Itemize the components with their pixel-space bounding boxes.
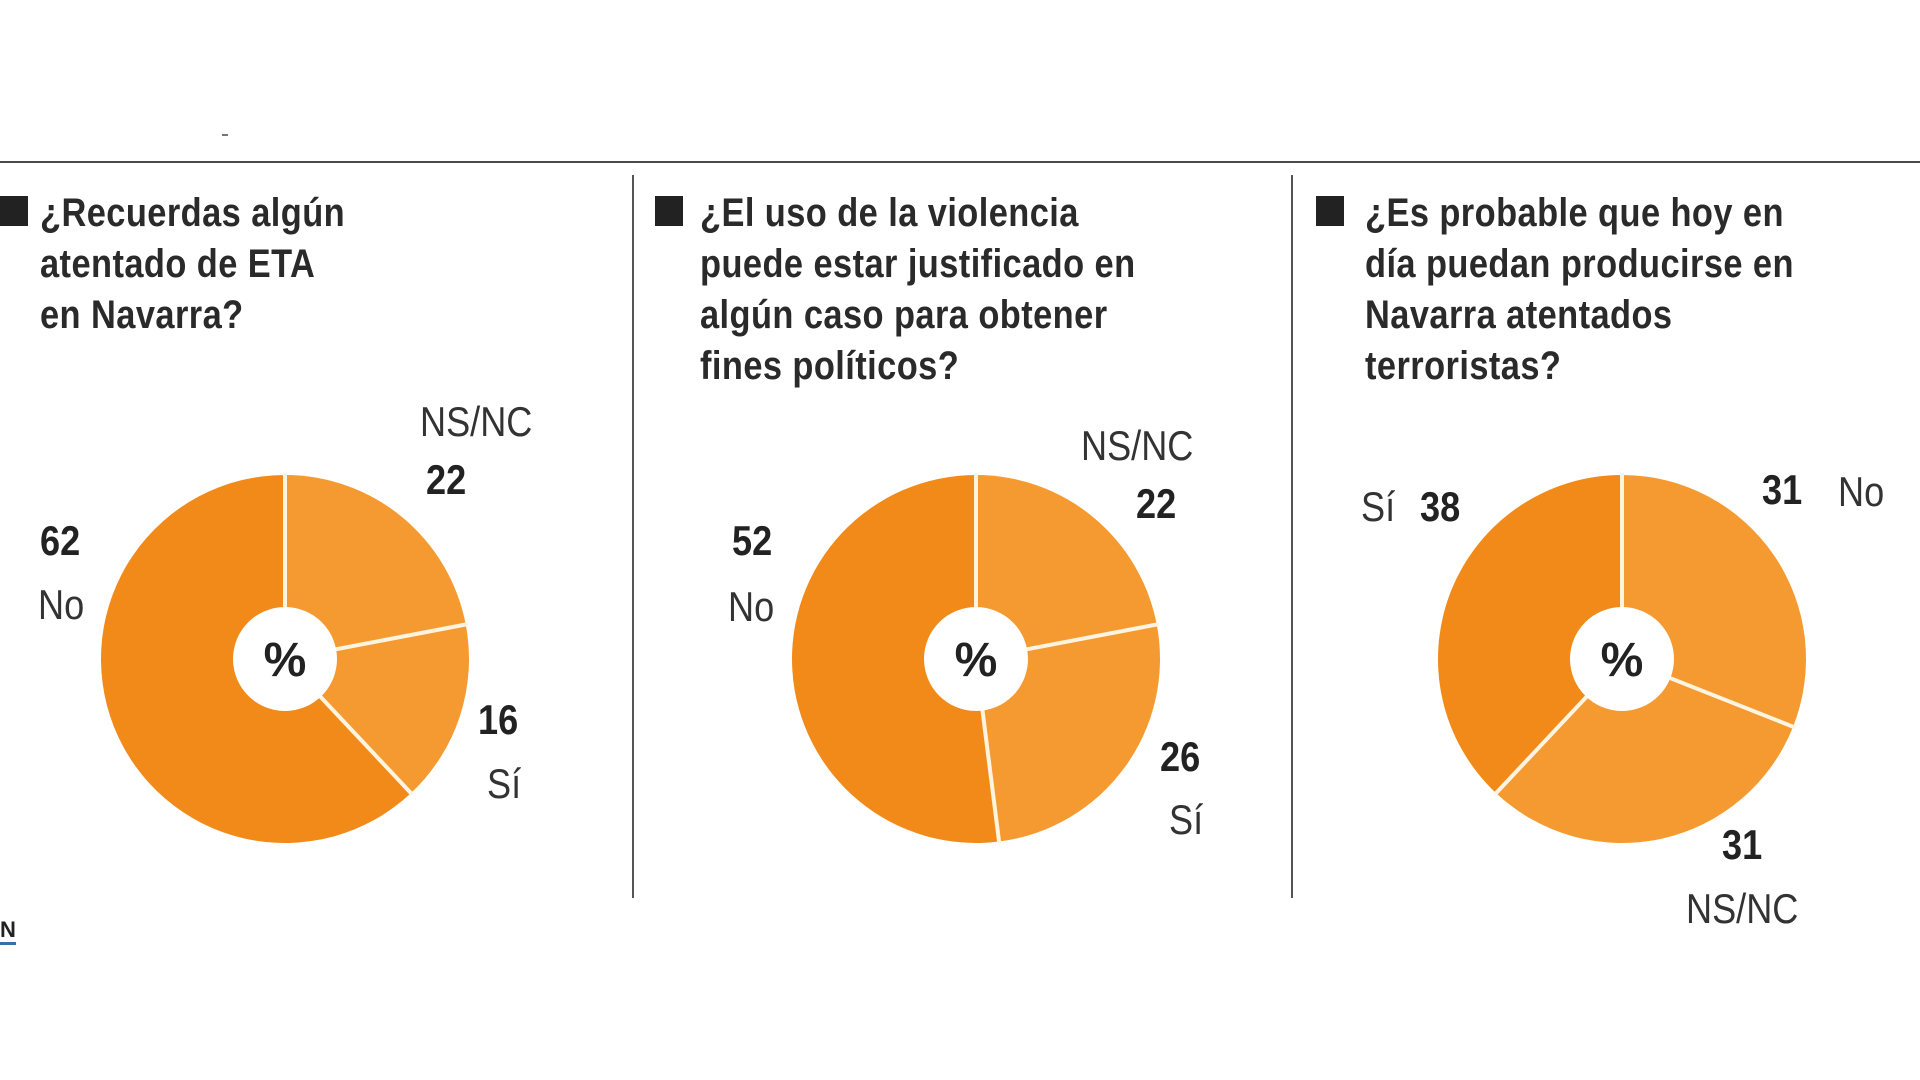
tick-mark [222,134,228,136]
title-line: ¿El uso de la violencia [700,191,1079,235]
slice-label: NS/NC [420,398,533,445]
slice-label: NS/NC [1686,885,1799,932]
pie-center-hole [233,607,337,711]
slice-label: No [1838,468,1885,515]
title-line: ¿Es probable que hoy en [1365,191,1784,235]
slice-value: 31 [1762,466,1803,513]
slice-label: Sí [1361,483,1396,530]
bullet-square [1316,196,1344,226]
panel-divider [1291,175,1293,898]
slice-label: NS/NC [1081,422,1194,469]
slice-value: 22 [1136,480,1177,527]
slice-label: Sí [487,760,522,807]
title-line: atentado de ETA [40,242,316,286]
title-line: terroristas? [1365,344,1562,388]
pie-slice-s [1438,475,1622,794]
title-line: algún caso para obtener [700,293,1108,337]
publisher-logo: N [0,918,16,945]
pie-slice-nsnc [976,475,1157,659]
slice-value: 26 [1160,733,1201,780]
pie-slice-no [792,475,1000,843]
slice-value: 22 [426,456,467,503]
pie-center-hole [1570,607,1674,711]
title-line: día puedan producirse en [1365,242,1794,286]
slice-label: Sí [1169,796,1204,843]
chart-title-3: ¿Es probable que hoy en día puedan produ… [1365,188,1794,392]
chart-title-1: ¿Recuerdas algún atentado de ETA en Nava… [40,188,345,341]
slice-value: 16 [478,696,519,743]
title-line: ¿Recuerdas algún [40,191,346,235]
title-line: en Navarra? [40,293,244,337]
slice-value: 38 [1420,483,1461,530]
bullet-square [0,196,28,226]
pie-center-label: % [1601,634,1644,687]
chart-title-2: ¿El uso de la violencia puede estar just… [700,188,1136,392]
bullet-square [655,196,683,226]
pie-center-label: % [955,634,998,687]
slice-label: No [728,583,775,630]
slice-value: 62 [40,517,81,564]
pie-slice-nsnc [1496,659,1794,844]
slice-value: 52 [732,517,773,564]
title-line: fines políticos? [700,344,960,388]
top-divider [0,161,1920,163]
panel-divider [632,175,634,898]
pie-center-hole [924,607,1028,711]
slice-value: 31 [1722,821,1763,868]
title-line: puede estar justificado en [700,242,1136,286]
title-line: Navarra atentados [1365,293,1673,337]
pie-center-label: % [264,634,307,687]
pie-slice-nsnc [285,475,466,659]
slice-label: No [38,581,85,628]
